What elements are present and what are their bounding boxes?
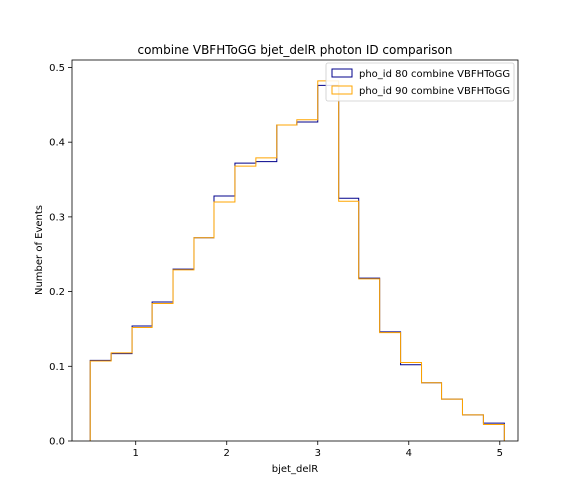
legend-swatch-pho-id-80 (331, 68, 353, 78)
x-tick-label: 2 (224, 448, 230, 459)
y-tick-label: 0.1 (49, 362, 65, 373)
x-tick-label: 4 (406, 448, 412, 459)
legend-label-pho-id-90: pho_id 90 combine VBFHToGG (359, 86, 510, 97)
histogram-step-line-1 (89, 80, 505, 441)
legend: pho_id 80 combine VBFHToGG pho_id 90 com… (325, 62, 515, 102)
x-tick-label: 1 (133, 448, 139, 459)
y-axis-ticks: 0.0 0.1 0.2 0.3 0.4 0.5 (49, 63, 72, 448)
x-axis-label: bjet_delR (272, 464, 318, 475)
chart-title: combine VBFHToGG bjet_delR photon ID com… (137, 43, 452, 57)
x-axis-ticks: 1 2 3 4 5 (133, 441, 503, 459)
plot-area (72, 60, 518, 441)
y-tick-label: 0.3 (49, 212, 65, 223)
legend-label-pho-id-80: pho_id 80 combine VBFHToGG (359, 69, 510, 80)
histogram-series (89, 80, 505, 441)
x-tick-label: 5 (497, 448, 503, 459)
y-tick-label: 0.2 (49, 287, 65, 298)
y-tick-label: 0.0 (49, 437, 65, 448)
legend-box (325, 62, 515, 102)
y-tick-label: 0.5 (49, 63, 65, 74)
y-axis-label: Number of Events (34, 205, 45, 295)
legend-swatch-pho-id-90 (331, 85, 353, 95)
x-tick-label: 3 (315, 448, 321, 459)
plot-frame (71, 59, 519, 442)
y-tick-label: 0.4 (49, 138, 65, 149)
